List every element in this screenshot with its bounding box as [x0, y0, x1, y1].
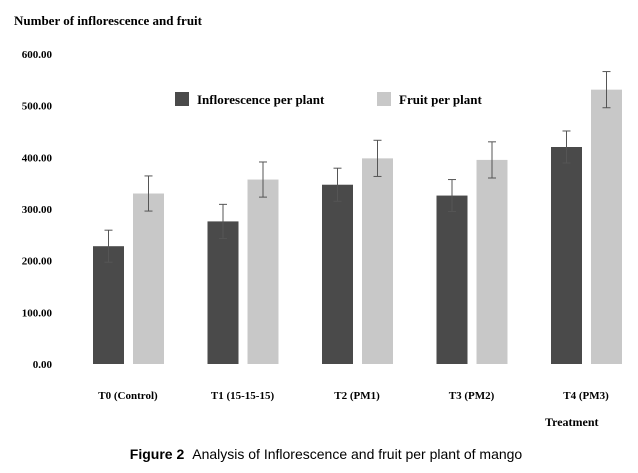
bar-group — [93, 89, 622, 365]
category-label: T3 (PM2) — [449, 390, 495, 402]
category-label: T0 (Control) — [98, 390, 158, 402]
legend-swatch — [175, 92, 189, 106]
bar — [551, 147, 582, 364]
y-tick-label: 300.00 — [22, 204, 53, 216]
x-axis-label: Treatment — [545, 415, 599, 429]
y-tick-label: 200.00 — [22, 256, 53, 268]
category-label-group: T0 (Control) T1 (15-15-15) T2 (PM1) T3 (PM2… — [98, 390, 609, 402]
figure-caption: Figure 2 Analysis of Inflorescence and fr… — [130, 446, 523, 462]
figure-caption-label: Figure 2 — [130, 446, 185, 462]
y-tick-label: 500.00 — [22, 101, 53, 113]
bar — [322, 184, 353, 364]
figure-caption-text: Analysis of Inflorescence and fruit per … — [192, 446, 522, 462]
y-tick-group: 0.00 100.00 200.00 300.00 400.00 500.00 600.00 — [22, 49, 53, 371]
y-axis-label: Number of inflorescence and fruit — [14, 13, 203, 28]
legend-label: Fruit per plant — [399, 92, 482, 107]
category-label: T2 (PM1) — [334, 390, 380, 402]
bar — [93, 246, 124, 364]
error-bar-group — [104, 71, 611, 263]
bar — [476, 159, 508, 364]
category-label: T4 (PM3) — [563, 390, 609, 402]
bar — [133, 193, 164, 364]
legend: Inflorescence per plant Fruit per plant — [175, 92, 482, 107]
category-label: T1 (15-15-15) — [211, 390, 275, 402]
y-tick-label: 0.00 — [33, 359, 53, 371]
legend-swatch — [377, 92, 391, 106]
legend-label: Inflorescence per plant — [197, 92, 325, 107]
bar — [247, 179, 279, 364]
y-tick-label: 100.00 — [22, 307, 53, 319]
bar — [207, 221, 239, 364]
bar — [362, 158, 393, 364]
y-tick-label: 600.00 — [22, 49, 53, 61]
y-tick-label: 400.00 — [22, 152, 53, 164]
bar — [436, 195, 468, 364]
bar — [591, 89, 622, 365]
